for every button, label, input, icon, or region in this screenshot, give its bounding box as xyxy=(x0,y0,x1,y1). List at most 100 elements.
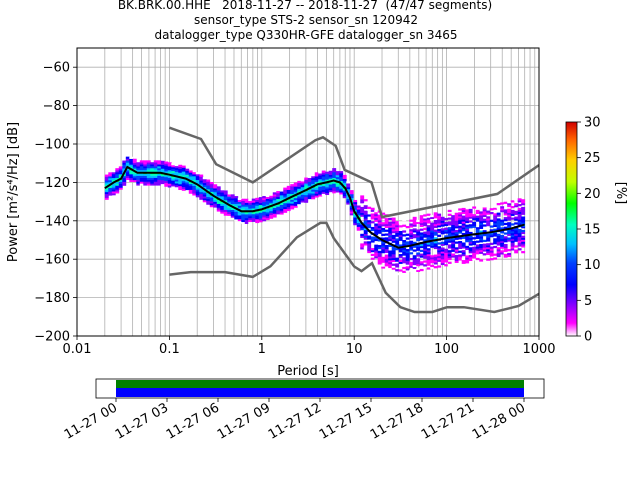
density-cell xyxy=(136,179,141,182)
density-cell xyxy=(423,250,428,254)
density-cell xyxy=(412,257,417,260)
density-cell xyxy=(307,181,312,184)
density-cell xyxy=(391,225,396,228)
density-cell xyxy=(293,192,298,195)
density-cell xyxy=(465,218,470,222)
x-tick-label: 1000 xyxy=(522,342,555,357)
density-cell xyxy=(468,241,473,244)
density-cell xyxy=(472,225,477,228)
density-cell xyxy=(209,189,214,192)
density-cell xyxy=(150,168,155,171)
colorbar-label: [%] xyxy=(613,182,628,205)
density-cell xyxy=(314,174,319,177)
density-cell xyxy=(482,218,487,221)
density-cell xyxy=(255,199,260,202)
density-cell xyxy=(209,195,214,198)
data-band-green xyxy=(116,380,524,388)
density-cell xyxy=(402,261,407,264)
density-cell xyxy=(377,218,382,221)
density-cell xyxy=(349,211,354,214)
density-cell xyxy=(297,203,302,207)
density-cell xyxy=(419,245,424,249)
density-cell xyxy=(262,199,267,203)
density-cell xyxy=(307,196,312,200)
density-cell xyxy=(426,236,431,239)
density-cell xyxy=(258,204,263,207)
density-cell xyxy=(409,240,414,243)
density-cell xyxy=(216,209,221,212)
density-cell xyxy=(213,193,218,197)
density-cell xyxy=(391,234,396,238)
density-cell xyxy=(143,183,148,186)
density-cell xyxy=(328,172,333,175)
density-cell xyxy=(461,232,466,236)
density-cell xyxy=(146,181,151,184)
density-cell xyxy=(461,246,466,249)
density-cell xyxy=(216,203,221,206)
density-cell xyxy=(503,245,508,249)
density-cell xyxy=(346,188,351,192)
density-cell xyxy=(405,250,410,254)
density-cell xyxy=(461,244,466,247)
density-cell xyxy=(437,228,442,232)
density-cell xyxy=(108,179,113,183)
density-cell xyxy=(356,228,361,231)
density-cell xyxy=(437,225,442,228)
density-cell xyxy=(314,191,319,194)
density-cell xyxy=(514,249,519,252)
density-cell xyxy=(423,223,428,227)
density-cell xyxy=(391,259,396,263)
density-cell xyxy=(461,223,466,226)
density-cell xyxy=(440,228,445,231)
density-cell xyxy=(108,193,113,196)
density-cell xyxy=(479,217,484,220)
density-cell xyxy=(272,211,277,214)
density-cell xyxy=(153,183,158,186)
density-cell xyxy=(412,259,417,262)
density-cell xyxy=(272,196,277,199)
density-cell xyxy=(493,257,498,260)
density-cell xyxy=(388,225,393,228)
density-cell xyxy=(367,206,372,209)
density-cell xyxy=(237,220,242,224)
density-cell xyxy=(276,192,281,196)
density-cell xyxy=(426,259,431,262)
density-cell xyxy=(297,201,302,205)
density-cell xyxy=(479,249,484,253)
density-cell xyxy=(507,212,512,215)
density-cell xyxy=(521,210,526,213)
density-cell xyxy=(356,215,361,218)
density-cell xyxy=(153,160,158,163)
density-cell xyxy=(360,212,365,215)
density-cell xyxy=(451,245,456,249)
density-cell xyxy=(374,231,379,234)
density-cell xyxy=(384,264,389,267)
density-cell xyxy=(521,201,526,204)
density-cell xyxy=(398,248,403,251)
density-cell xyxy=(290,184,295,187)
density-cell xyxy=(412,236,417,239)
density-cell xyxy=(353,201,358,205)
density-cell xyxy=(108,181,113,185)
density-cell xyxy=(241,206,246,209)
density-cell xyxy=(447,252,452,255)
density-cell xyxy=(507,214,512,217)
density-cell xyxy=(150,164,155,167)
density-cell xyxy=(195,181,200,184)
time-tick-label: 11-27 21 xyxy=(419,400,477,442)
density-cell xyxy=(514,216,519,219)
density-cell xyxy=(419,238,424,241)
density-cell xyxy=(283,201,288,204)
density-cell xyxy=(146,183,151,186)
density-cell xyxy=(104,184,109,187)
density-cell xyxy=(136,173,141,176)
density-cell xyxy=(272,199,277,203)
density-cell xyxy=(517,219,522,222)
density-cell xyxy=(454,241,459,244)
density-cell xyxy=(269,203,274,206)
colorbar[interactable] xyxy=(565,121,578,337)
density-cell xyxy=(153,177,158,180)
density-cell xyxy=(381,229,386,233)
density-cell xyxy=(157,177,162,180)
density-cell xyxy=(251,204,256,207)
